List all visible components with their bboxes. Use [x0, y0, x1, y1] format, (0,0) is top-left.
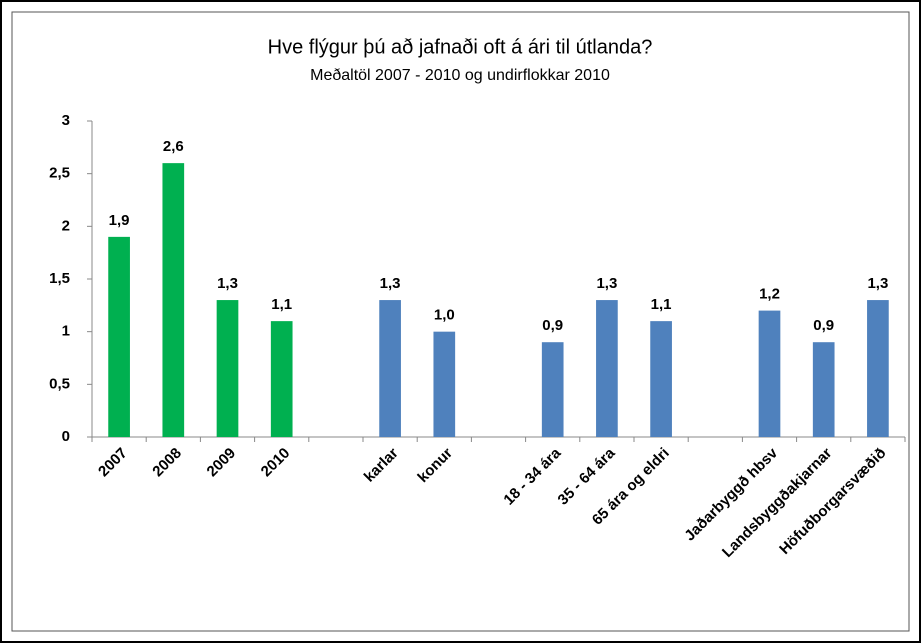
- data-label: 0,9: [813, 317, 834, 334]
- data-label: 1,3: [217, 275, 238, 292]
- y-tick-label: 2,5: [49, 165, 70, 182]
- bar: [379, 300, 401, 437]
- data-label: 1,0: [434, 307, 455, 324]
- bar: [758, 310, 781, 437]
- y-tick-label: 0: [62, 428, 70, 445]
- data-label: 1,9: [109, 212, 130, 229]
- data-label: 1,3: [596, 275, 617, 292]
- bar: [162, 163, 185, 437]
- data-label: 1,1: [271, 296, 292, 313]
- bar: [433, 331, 456, 437]
- bar: [812, 342, 835, 437]
- bar: [108, 236, 130, 437]
- data-label: 1,2: [759, 286, 780, 303]
- data-label: 1,3: [380, 275, 401, 292]
- bar: [270, 321, 293, 437]
- data-label: 0,9: [542, 317, 563, 334]
- data-label: 2,6: [163, 138, 184, 155]
- chart-title: Hve flýgur þú að jafnaði oft á ári til ú…: [268, 36, 653, 58]
- bar: [596, 300, 618, 437]
- bar: [867, 300, 889, 437]
- data-label: 1,1: [651, 296, 672, 313]
- y-tick-label: 3: [62, 112, 70, 129]
- y-tick-label: 1: [62, 323, 70, 340]
- bar: [650, 321, 672, 437]
- data-label: 1,3: [867, 275, 888, 292]
- bar: [216, 300, 239, 437]
- y-tick-label: 0,5: [49, 375, 70, 392]
- y-tick-label: 1,5: [49, 270, 70, 287]
- bar: [541, 342, 564, 437]
- chart-subtitle: Meðaltöl 2007 - 2010 og undirflokkar 201…: [310, 67, 610, 84]
- y-tick-label: 2: [62, 217, 70, 234]
